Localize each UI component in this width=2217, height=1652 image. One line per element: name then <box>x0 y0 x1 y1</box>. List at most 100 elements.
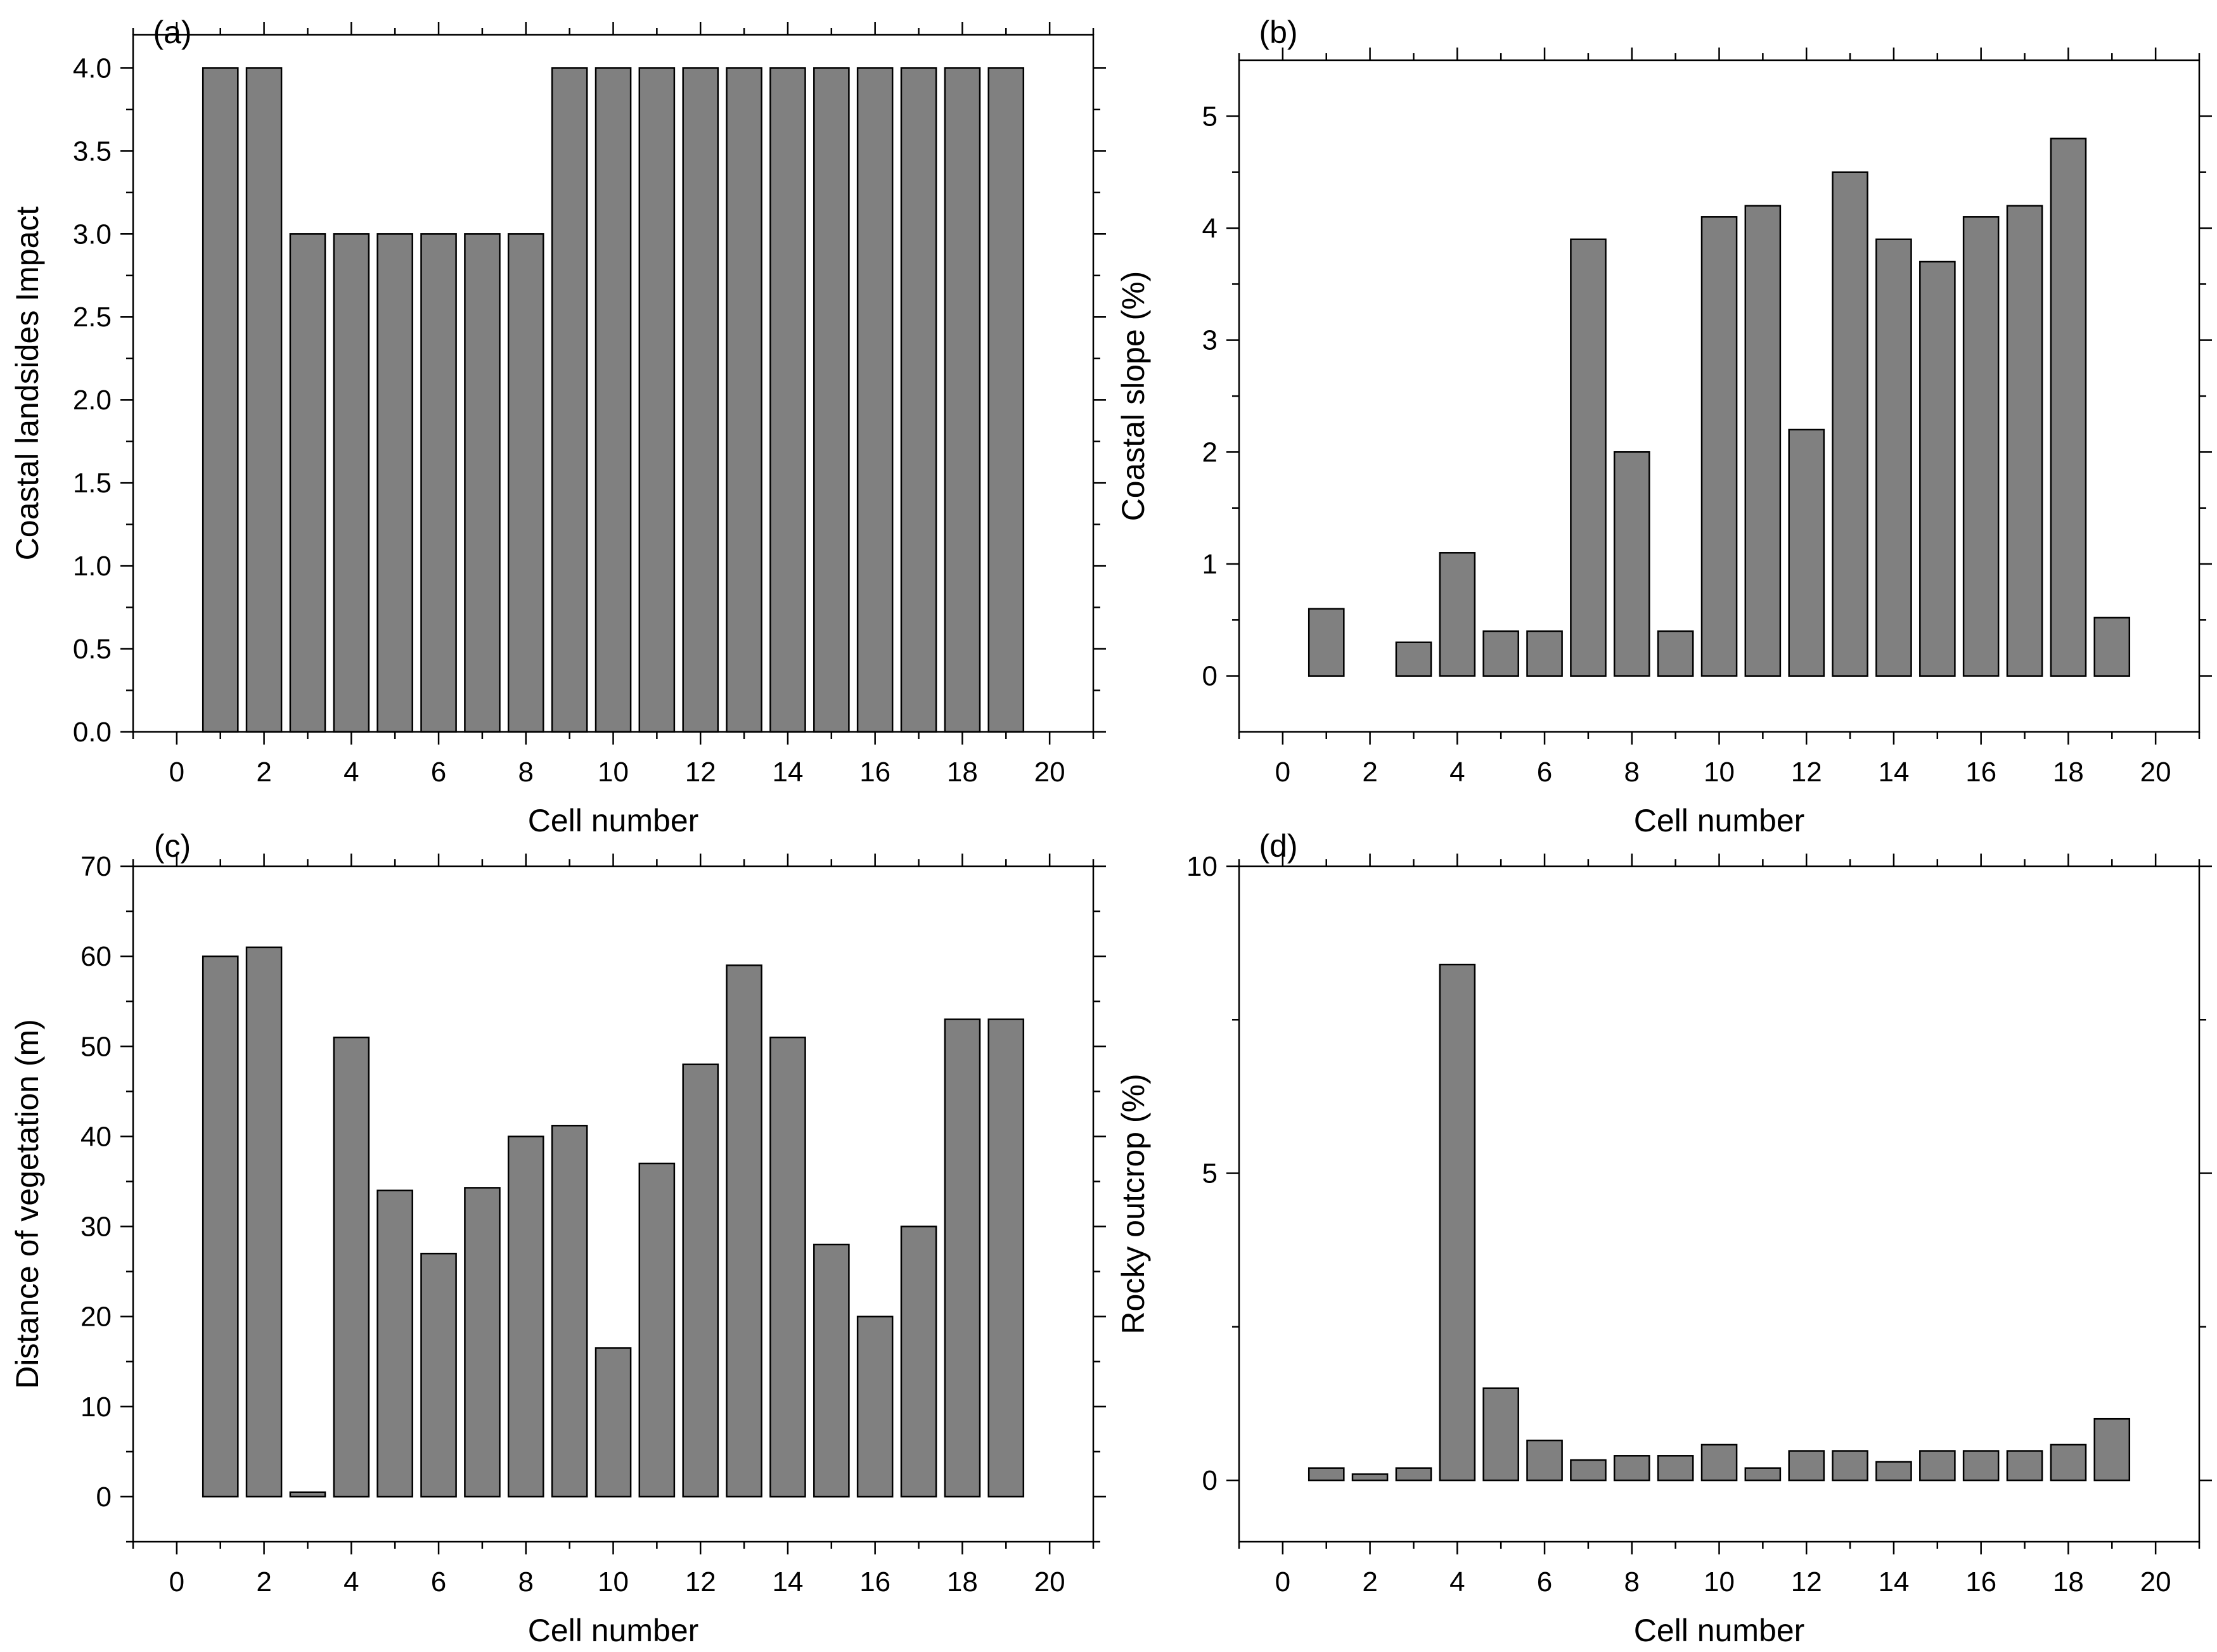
bar-cell-9 <box>1657 1455 1694 1482</box>
x-tick-label: 18 <box>947 757 978 788</box>
bar-cell-13 <box>1832 171 1868 677</box>
x-tick-label: 12 <box>1791 757 1822 788</box>
bar-cell-1 <box>1308 1467 1345 1482</box>
bar-cell-19 <box>987 67 1025 733</box>
y-tick-label: 10 <box>1186 851 1218 882</box>
bar-cell-10 <box>1700 216 1738 677</box>
x-tick-label: 8 <box>1624 1566 1640 1598</box>
bar-cell-12 <box>1788 1450 1825 1482</box>
x-tick-label: 12 <box>1791 1566 1822 1598</box>
x-tick-label: 0 <box>169 1566 184 1598</box>
bar-cell-14 <box>769 1036 806 1498</box>
x-tick-label: 10 <box>598 757 629 788</box>
bar-cell-5 <box>376 1189 413 1498</box>
panel-label: (d) <box>1259 828 1297 864</box>
x-tick-label: 20 <box>1034 1566 1065 1598</box>
bar-cell-17 <box>900 1226 937 1498</box>
y-tick-label: 70 <box>80 851 112 882</box>
bar-cell-8 <box>1613 451 1650 677</box>
x-tick-label: 4 <box>344 757 359 788</box>
bar-cell-15 <box>813 1243 850 1498</box>
bar-cell-12 <box>682 67 719 733</box>
bar-cell-3 <box>1395 1467 1432 1482</box>
bar-cell-3 <box>1395 641 1432 677</box>
x-axis-title: Cell number <box>528 803 699 838</box>
y-axis-title: Coastal landsides Impact <box>10 207 45 561</box>
bar-cell-3 <box>289 1491 326 1498</box>
x-tick-label: 6 <box>431 1566 446 1598</box>
x-tick-label: 6 <box>431 757 446 788</box>
x-tick-label: 14 <box>772 757 803 788</box>
bar-cell-8 <box>1613 1455 1650 1482</box>
y-tick-label: 1.5 <box>73 468 112 499</box>
x-tick-label: 14 <box>1878 1566 1909 1598</box>
x-tick-label: 12 <box>685 757 716 788</box>
x-tick-label: 6 <box>1537 1566 1552 1598</box>
x-tick-label: 2 <box>256 757 271 788</box>
y-tick-label: 5 <box>1202 1158 1218 1189</box>
x-tick-label: 6 <box>1537 757 1552 788</box>
bar-cell-6 <box>420 233 457 733</box>
y-tick-label: 1 <box>1202 549 1218 580</box>
y-tick-label: 2.0 <box>73 385 112 416</box>
bar-cell-14 <box>1875 1461 1912 1482</box>
y-tick-label: 20 <box>80 1302 112 1333</box>
bar-cell-19 <box>987 1018 1025 1498</box>
x-tick-label: 8 <box>518 757 534 788</box>
y-tick-label: 0.0 <box>73 717 112 748</box>
x-tick-label: 12 <box>685 1566 716 1598</box>
bar-cell-16 <box>1962 216 2000 677</box>
y-tick-label: 3.0 <box>73 219 112 250</box>
x-tick-label: 20 <box>2140 757 2171 788</box>
x-tick-label: 4 <box>344 1566 359 1598</box>
bar-cell-1 <box>202 955 239 1498</box>
x-tick-label: 20 <box>2140 1566 2171 1598</box>
bar-cell-2 <box>245 67 283 733</box>
bar-cell-13 <box>726 67 762 733</box>
x-axis-title: Cell number <box>1634 1613 1805 1648</box>
bar-cell-17 <box>2006 205 2043 677</box>
x-tick-label: 10 <box>1704 757 1735 788</box>
x-tick-label: 0 <box>169 757 184 788</box>
bar-cell-6 <box>1526 1439 1563 1482</box>
x-tick-label: 2 <box>256 1566 271 1598</box>
bar-cell-1 <box>1308 608 1345 677</box>
bar-cell-4 <box>1439 963 1476 1482</box>
x-tick-label: 16 <box>859 1566 890 1598</box>
x-tick-label: 16 <box>859 757 890 788</box>
bar-cell-13 <box>1832 1450 1868 1482</box>
bar-cell-9 <box>551 1125 588 1498</box>
y-axis-title: Rocky outcrop (%) <box>1115 1073 1151 1334</box>
x-tick-label: 14 <box>1878 757 1909 788</box>
bar-cell-5 <box>376 233 413 733</box>
x-tick-label: 0 <box>1275 1566 1290 1598</box>
y-axis-title: Coastal slope (%) <box>1115 271 1151 522</box>
y-tick-label: 50 <box>80 1031 112 1062</box>
x-tick-label: 8 <box>1624 757 1640 788</box>
bar-cell-6 <box>420 1252 457 1498</box>
bar-cell-5 <box>1482 1387 1519 1482</box>
bar-cell-19 <box>2093 1418 2131 1482</box>
bar-cell-11 <box>1744 205 1782 677</box>
bar-cell-19 <box>2093 617 2131 677</box>
y-tick-label: 10 <box>80 1392 112 1423</box>
bar-cell-18 <box>944 1018 981 1498</box>
bar-cell-18 <box>944 67 981 733</box>
bar-cell-9 <box>1657 630 1694 677</box>
bar-cell-1 <box>202 67 239 733</box>
y-tick-label: 60 <box>80 941 112 972</box>
bar-cell-11 <box>1744 1467 1782 1482</box>
x-tick-label: 14 <box>772 1566 803 1598</box>
bar-cell-2 <box>1351 1473 1389 1482</box>
y-tick-label: 3.5 <box>73 136 112 167</box>
bar-cell-3 <box>289 233 326 733</box>
bar-cell-4 <box>333 1036 370 1498</box>
bar-cell-10 <box>594 1347 632 1498</box>
x-tick-label: 10 <box>1704 1566 1735 1598</box>
bar-cell-11 <box>638 67 676 733</box>
bar-cell-16 <box>1962 1450 2000 1482</box>
x-tick-label: 10 <box>598 1566 629 1598</box>
bar-cell-18 <box>2050 1444 2087 1482</box>
